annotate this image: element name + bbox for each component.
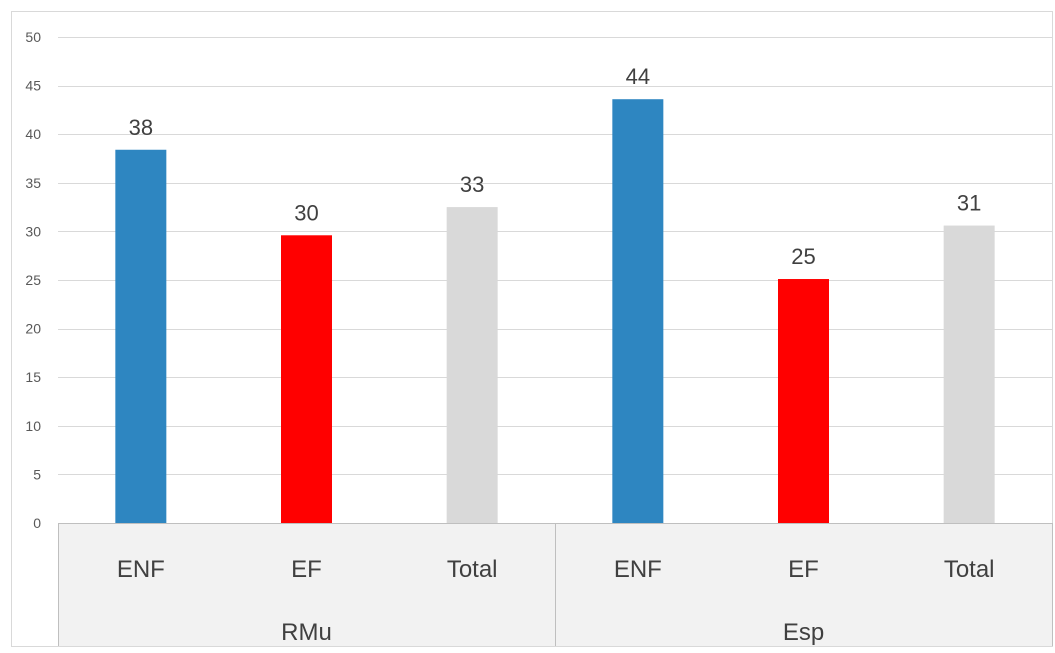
data-labels: 38 30 33 44 25 31 (129, 64, 982, 269)
data-label: 30 (294, 200, 318, 225)
bar-esp-enf (612, 99, 664, 523)
bar-rmu-total (446, 207, 498, 523)
y-tick-label: 50 (25, 29, 41, 45)
bar-series (115, 99, 995, 523)
x-group-label: Esp (783, 619, 824, 646)
bar-rmu-enf (115, 149, 167, 523)
y-tick-label: 25 (25, 272, 41, 288)
data-label: 25 (791, 244, 815, 269)
y-tick-label: 40 (25, 126, 41, 142)
y-tick-label: 35 (25, 175, 41, 191)
y-tick-label: 30 (25, 223, 41, 239)
y-tick-label: 5 (33, 466, 41, 482)
x-category-label: ENF (614, 556, 662, 583)
x-axis: ENF EF Total RMu ENF EF Total Esp (58, 523, 1053, 646)
x-category-label: EF (788, 556, 819, 583)
data-label: 33 (460, 172, 484, 197)
x-category-label: EF (291, 556, 322, 583)
x-group-label: RMu (281, 619, 332, 646)
data-label: 44 (626, 64, 650, 89)
bar-esp-total (943, 225, 995, 523)
y-tick-label: 0 (33, 515, 41, 531)
x-category-label: Total (447, 556, 498, 583)
bar-rmu-ef (281, 235, 332, 523)
y-axis: 0 5 10 15 20 25 30 35 40 45 50 (25, 29, 41, 531)
bar-esp-ef (778, 279, 829, 523)
data-label: 31 (957, 191, 981, 216)
data-label: 38 (129, 115, 153, 140)
y-tick-label: 10 (25, 418, 41, 434)
x-category-label: ENF (117, 556, 165, 583)
y-tick-label: 45 (25, 78, 41, 94)
y-tick-label: 20 (25, 321, 41, 337)
y-tick-label: 15 (25, 369, 41, 385)
x-category-label: Total (944, 556, 995, 583)
gridlines (58, 37, 1052, 475)
